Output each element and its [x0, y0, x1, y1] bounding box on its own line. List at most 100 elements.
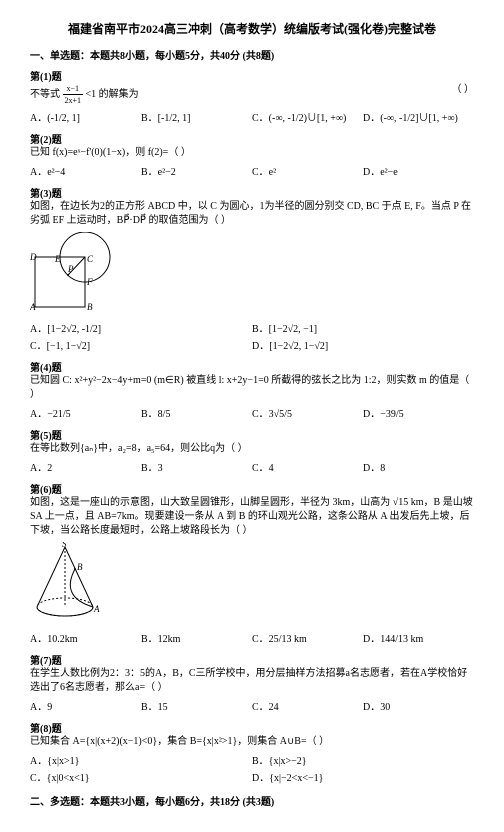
- svg-text:B: B: [87, 302, 93, 312]
- q8-A: A．{x|x>1}: [30, 751, 252, 768]
- q7-B-val: 15: [158, 702, 168, 713]
- q3-figure: A B C D E F P: [30, 232, 474, 315]
- q5-C-val: 4: [269, 463, 274, 474]
- q5-C: C．4: [252, 458, 363, 475]
- q8-D: D．{x|−2<x<−1}: [252, 768, 474, 785]
- svg-text:P: P: [67, 264, 74, 274]
- q5-A: A．2: [30, 458, 141, 475]
- q5-text: 在等比数列{aₙ}中，a₂=8，a₅=64，则公比q为（ ）: [30, 442, 474, 456]
- q3-C-val: [−1, 1−√2]: [47, 341, 90, 352]
- q7-choices: A．9 B．15 C．24 D．30: [30, 697, 474, 714]
- q2-A-val: e²−4: [47, 167, 65, 178]
- q6-choices: A．10.2km B．12km C．25/13 km D．144/13 km: [30, 629, 474, 646]
- q8-C: C．{x|0<x<1}: [30, 768, 252, 785]
- q3-C: C．[−1, 1−√2]: [30, 336, 252, 353]
- q8-A-val: {x|x>1}: [47, 756, 79, 767]
- q6-text: 如图，这是一座山的示意图，山大致呈圆锥形，山脚呈圆形，半径为 3km，山高为 √…: [30, 496, 474, 538]
- svg-text:A: A: [30, 302, 36, 312]
- q4-D-val: −39/5: [380, 409, 403, 420]
- q2-choices: A．e²−4 B．e²−2 C．e² D．e²−e: [30, 162, 474, 179]
- q4-B: B．8/5: [141, 404, 252, 421]
- q1-B-val: [-1/2, 1]: [158, 113, 191, 124]
- svg-text:D: D: [30, 252, 37, 262]
- q1-D: D．(-∞, -1/2]∪[1, +∞): [363, 108, 474, 125]
- q1-B: B．[-1/2, 1]: [141, 108, 252, 125]
- q2-A: A．e²−4: [30, 162, 141, 179]
- q1-D-val: (-∞, -1/2]∪[1, +∞): [380, 113, 458, 124]
- q4-label: 第(4)题: [30, 359, 474, 374]
- svg-text:E: E: [54, 254, 61, 264]
- q6-C-val: 25/13 km: [269, 634, 307, 645]
- section1-header: 一、单选题：本题共8小题，每小题5分，共40分 (共8题): [30, 47, 474, 62]
- q3-label: 第(3)题: [30, 185, 474, 200]
- q3-B-val: [1−2√2, −1]: [269, 324, 317, 335]
- section2-header: 二、多选题：本题共3小题，每小题6分，共18分 (共3题): [30, 793, 474, 808]
- q4-choices: A．−21/5 B．8/5 C．3√5/5 D．−39/5: [30, 404, 474, 421]
- q1-mid: <1 的解集为: [86, 89, 139, 100]
- q1-paren: （ ）: [452, 83, 475, 97]
- q3-A-val: [1−2√2, -1/2]: [47, 324, 101, 335]
- q7-text: 在学生人数比例为2：3：5的A，B，C三所学校中，用分层抽样方法招募a名志愿者，…: [30, 667, 474, 695]
- exam-title: 福建省南平市2024高三冲刺（高考数学）统编版考试(强化卷)完整试卷: [30, 20, 474, 37]
- q4-C-val: 3√5/5: [269, 409, 292, 420]
- q1-pre: 不等式: [30, 89, 60, 100]
- q2-D: D．e²−e: [363, 162, 474, 179]
- q1-C-val: (-∞, -1/2)∪[1, +∞): [269, 113, 347, 124]
- q6-B: B．12km: [141, 629, 252, 646]
- q3-text: 如图，在边长为2的正方形 ABCD 中，以 C 为圆心，1为半径的圆分别交 CD…: [30, 200, 474, 228]
- q7-A: A．9: [30, 697, 141, 714]
- q4-A-val: −21/5: [47, 409, 70, 420]
- q2-label: 第(2)题: [30, 131, 474, 146]
- q4-text: 已知圆 C: x²+y²−2x−4y+m=0 (m∈R) 被直线 l: x+2y…: [30, 374, 474, 402]
- q8-choices: A．{x|x>1} B．{x|x>−2} C．{x|0<x<1} D．{x|−2…: [30, 751, 474, 785]
- q1-frac: x−12x+1: [63, 83, 84, 106]
- q6-B-val: 12km: [158, 634, 181, 645]
- q4-D: D．−39/5: [363, 404, 474, 421]
- q1-text: 不等式 x−12x+1 <1 的解集为 （ ）: [30, 83, 474, 106]
- q6-D: D．144/13 km: [363, 629, 474, 646]
- q1-label: 第(1)题: [30, 68, 474, 83]
- q1-choices: A．(-1/2, 1] B．[-1/2, 1] C．(-∞, -1/2)∪[1,…: [30, 108, 474, 125]
- q1-C: C．(-∞, -1/2)∪[1, +∞): [252, 108, 363, 125]
- svg-text:C: C: [87, 254, 94, 264]
- q8-D-val: {x|−2<x<−1}: [269, 773, 323, 784]
- q3-D: D．[1−2√2, 1−√2]: [252, 336, 474, 353]
- q3-A: A．[1−2√2, -1/2]: [30, 319, 252, 336]
- q7-C: C．24: [252, 697, 363, 714]
- q6-A: A．10.2km: [30, 629, 141, 646]
- q2-B: B．e²−2: [141, 162, 252, 179]
- q1-A: A．(-1/2, 1]: [30, 108, 141, 125]
- q4-A: A．−21/5: [30, 404, 141, 421]
- svg-text:F: F: [86, 277, 93, 287]
- q8-C-val: {x|0<x<1}: [47, 773, 90, 784]
- q1-A-val: (-1/2, 1]: [47, 113, 80, 124]
- q4-B-val: 8/5: [158, 409, 171, 420]
- q3-B: B．[1−2√2, −1]: [252, 319, 474, 336]
- q6-D-val: 144/13 km: [380, 634, 423, 645]
- q4-C: C．3√5/5: [252, 404, 363, 421]
- q7-D: D．30: [363, 697, 474, 714]
- q8-B: B．{x|x>−2}: [252, 751, 474, 768]
- q7-A-val: 9: [47, 702, 52, 713]
- q8-label: 第(8)题: [30, 720, 474, 735]
- q5-choices: A．2 B．3 C．4 D．8: [30, 458, 474, 475]
- q3-D-val: [1−2√2, 1−√2]: [269, 341, 328, 352]
- q5-D: D．8: [363, 458, 474, 475]
- q5-B: B．3: [141, 458, 252, 475]
- svg-text:A: A: [93, 604, 100, 614]
- q2-B-val: e²−2: [158, 167, 176, 178]
- q2-C: C．e²: [252, 162, 363, 179]
- q6-label: 第(6)题: [30, 481, 474, 496]
- q5-A-val: 2: [47, 463, 52, 474]
- q2-D-val: e²−e: [380, 167, 398, 178]
- q2-C-val: e²: [269, 167, 276, 178]
- q7-B: B．15: [141, 697, 252, 714]
- q7-label: 第(7)题: [30, 652, 474, 667]
- q6-C: C．25/13 km: [252, 629, 363, 646]
- q7-D-val: 30: [380, 702, 390, 713]
- q8-text: 已知集合 A={x|(x+2)(x−1)<0}，集合 B={x|x²>1}，则集…: [30, 735, 474, 749]
- q5-B-val: 3: [158, 463, 163, 474]
- svg-text:B: B: [77, 562, 83, 572]
- q6-A-val: 10.2km: [47, 634, 77, 645]
- q5-D-val: 8: [380, 463, 385, 474]
